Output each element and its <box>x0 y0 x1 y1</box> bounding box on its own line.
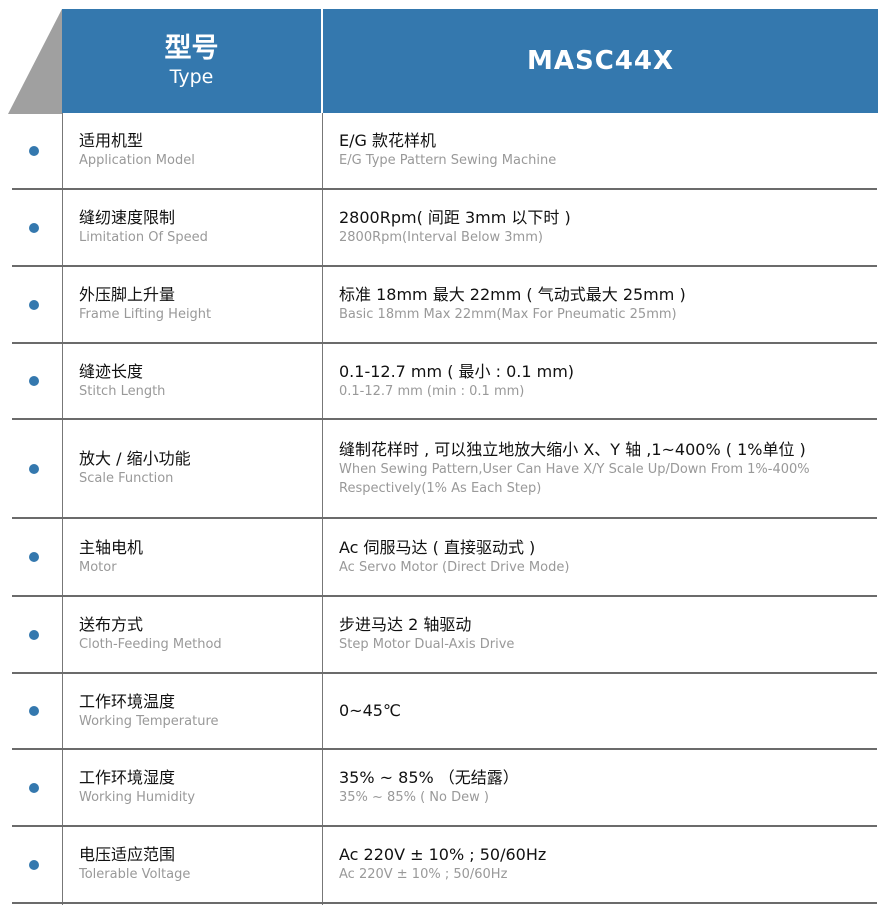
bullet-icon <box>29 782 39 793</box>
value-en: Step Motor Dual-Axis Drive <box>339 637 515 652</box>
header-type-zh: 型号 <box>164 33 219 64</box>
label-en: Motor <box>79 559 117 575</box>
bullet-icon <box>29 706 39 716</box>
bullet-icon <box>29 552 39 562</box>
label-zh: 放大 / 缩小功能 <box>79 449 191 468</box>
spec-label: 工作环境温度 Working Temperature <box>79 674 319 748</box>
divider <box>62 113 63 905</box>
value-zh: E/G 款花样机 <box>339 131 436 150</box>
value-zh: 35% ~ 85% （无结露） <box>339 768 519 787</box>
table-row: 缝迹长度 Stitch Length 0.1-12.7 mm ( 最小 : 0.… <box>12 344 877 420</box>
header-type-en: Type <box>169 66 214 88</box>
table-row: 工作环境温度 Working Temperature 0~45℃ <box>12 674 877 750</box>
label-zh: 缝纫速度限制 <box>79 208 176 227</box>
label-en: Working Humidity <box>79 790 196 805</box>
spec-label: 电压适应范围 Tolerable Voltage <box>79 827 319 902</box>
value-zh: Ac 伺服马达 ( 直接驱动式 ) <box>339 537 536 557</box>
spec-value: 标准 18mm 最大 22mm ( 气动式最大 25mm ) Basic 18m… <box>339 267 879 342</box>
label-zh: 外压脚上升量 <box>79 285 176 304</box>
label-zh: 主轴电机 <box>79 537 144 557</box>
label-en: Cloth-Feeding Method <box>79 637 222 652</box>
table-row: 工作环境湿度 Working Humidity 35% ~ 85% （无结露） … <box>12 750 877 827</box>
label-en: Working Temperature <box>79 713 219 729</box>
value-en: Ac 220V ± 10% ; 50/60Hz <box>339 867 508 882</box>
spec-value: 缝制花样时 , 可以独立地放大缩小 X、Y 轴 ,1~400% ( 1%单位 )… <box>339 420 879 517</box>
spec-value: 步进马达 2 轴驱动 Step Motor Dual-Axis Drive <box>339 597 879 672</box>
value-en: 0.1-12.7 mm (min : 0.1 mm) <box>339 383 525 399</box>
bullet-icon <box>29 299 39 310</box>
corner-triangle <box>8 9 62 114</box>
value-en: Basic 18mm Max 22mm(Max For Pneumatic 25… <box>339 307 677 322</box>
label-zh: 工作环境温度 <box>79 691 176 711</box>
header-type: 型号 Type <box>62 9 321 113</box>
value-zh: Ac 220V ± 10% ; 50/60Hz <box>339 845 547 864</box>
spec-value: Ac 220V ± 10% ; 50/60Hz Ac 220V ± 10% ; … <box>339 827 879 902</box>
bullet-icon <box>29 859 39 870</box>
value-zh: 缝制花样时 , 可以独立地放大缩小 X、Y 轴 ,1~400% ( 1%单位 ) <box>339 439 806 459</box>
label-en: Application Model <box>79 153 195 168</box>
value-zh: 2800Rpm( 间距 3mm 以下时 ) <box>339 208 571 227</box>
value-en: E/G Type Pattern Sewing Machine <box>339 153 557 168</box>
spec-label: 放大 / 缩小功能 Scale Function <box>79 420 319 517</box>
value-zh: 0~45℃ <box>339 701 401 720</box>
label-en: Tolerable Voltage <box>79 867 191 882</box>
table-row: 适用机型 Application Model E/G 款花样机 E/G Type… <box>12 113 877 190</box>
table-row: 缝纫速度限制 Limitation Of Speed 2800Rpm( 间距 3… <box>12 190 877 267</box>
table-row: 放大 / 缩小功能 Scale Function 缝制花样时 , 可以独立地放大… <box>12 420 877 519</box>
label-zh: 缝迹长度 <box>79 361 144 381</box>
bullet-icon <box>29 629 39 640</box>
spec-value: 0~45℃ <box>339 674 879 748</box>
spec-label: 缝纫速度限制 Limitation Of Speed <box>79 190 319 265</box>
value-zh: 步进马达 2 轴驱动 <box>339 615 472 634</box>
table-row: 送布方式 Cloth-Feeding Method 步进马达 2 轴驱动 Ste… <box>12 597 877 674</box>
table-row: 外压脚上升量 Frame Lifting Height 标准 18mm 最大 2… <box>12 267 877 344</box>
spec-value: 2800Rpm( 间距 3mm 以下时 ) 2800Rpm(Interval B… <box>339 190 879 265</box>
value-zh: 0.1-12.7 mm ( 最小 : 0.1 mm) <box>339 361 575 381</box>
header-model: MASC44X <box>323 9 878 113</box>
bullet-icon <box>29 145 39 156</box>
label-en: Limitation Of Speed <box>79 230 208 245</box>
label-en: Frame Lifting Height <box>79 307 212 322</box>
label-en: Scale Function <box>79 471 174 486</box>
bullet-icon <box>29 376 39 386</box>
divider <box>322 113 323 905</box>
label-zh: 工作环境湿度 <box>79 768 176 787</box>
label-zh: 适用机型 <box>79 131 144 150</box>
value-en: When Sewing Pattern,User Can Have X/Y Sc… <box>339 461 810 496</box>
spec-value: 0.1-12.7 mm ( 最小 : 0.1 mm) 0.1-12.7 mm (… <box>339 344 879 418</box>
bullet-icon <box>29 463 39 474</box>
spec-label: 工作环境湿度 Working Humidity <box>79 750 319 825</box>
table-row: 电压适应范围 Tolerable Voltage Ac 220V ± 10% ;… <box>12 827 877 904</box>
spec-label: 外压脚上升量 Frame Lifting Height <box>79 267 319 342</box>
spec-value: 35% ~ 85% （无结露） 35% ~ 85% ( No Dew ) <box>339 750 879 825</box>
model-name: MASC44X <box>526 46 675 76</box>
label-zh: 送布方式 <box>79 615 144 634</box>
value-en: Ac Servo Motor (Direct Drive Mode) <box>339 559 570 575</box>
label-zh: 电压适应范围 <box>79 845 176 864</box>
spec-label: 送布方式 Cloth-Feeding Method <box>79 597 319 672</box>
spec-label: 缝迹长度 Stitch Length <box>79 344 319 418</box>
value-en: 2800Rpm(Interval Below 3mm) <box>339 230 543 245</box>
spec-value: Ac 伺服马达 ( 直接驱动式 ) Ac Servo Motor (Direct… <box>339 519 879 595</box>
bullet-icon <box>29 222 39 233</box>
label-en: Stitch Length <box>79 383 166 399</box>
spec-value: E/G 款花样机 E/G Type Pattern Sewing Machine <box>339 113 879 188</box>
spec-label: 适用机型 Application Model <box>79 113 319 188</box>
value-zh: 标准 18mm 最大 22mm ( 气动式最大 25mm ) <box>339 285 686 304</box>
spec-label: 主轴电机 Motor <box>79 519 319 595</box>
value-en: 35% ~ 85% ( No Dew ) <box>339 790 489 805</box>
table-row: 主轴电机 Motor Ac 伺服马达 ( 直接驱动式 ) Ac Servo Mo… <box>12 519 877 597</box>
